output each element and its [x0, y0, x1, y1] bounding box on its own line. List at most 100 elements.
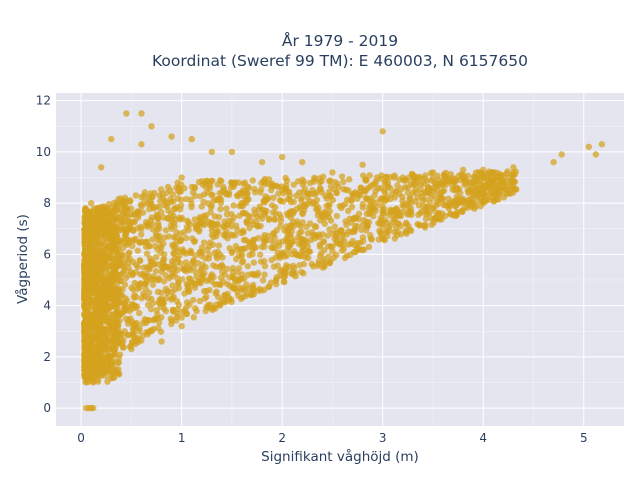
data-point [420, 180, 428, 187]
data-point [174, 195, 182, 202]
data-point [249, 177, 256, 184]
data-point [483, 171, 491, 178]
data-point [211, 249, 218, 256]
data-point [364, 196, 372, 203]
data-point [138, 294, 145, 302]
data-point [156, 203, 163, 211]
data-point [302, 254, 309, 261]
data-point [197, 252, 205, 259]
data-point [351, 227, 358, 234]
data-point [296, 229, 303, 237]
data-point [426, 199, 434, 207]
data-point [321, 263, 328, 270]
data-point [105, 269, 112, 277]
data-point [178, 322, 185, 330]
data-point [91, 340, 99, 347]
data-point [298, 194, 306, 202]
data-point [96, 316, 103, 324]
data-point [495, 174, 503, 182]
data-point [90, 404, 97, 412]
data-point [379, 223, 386, 230]
data-point [441, 212, 449, 220]
data-point [321, 215, 328, 222]
data-point [203, 293, 210, 300]
data-point [158, 338, 165, 345]
data-point [296, 203, 304, 210]
data-point [82, 260, 89, 267]
data-point [208, 220, 216, 227]
data-point [160, 256, 167, 263]
data-point [108, 135, 115, 143]
data-point [452, 203, 459, 210]
data-point [208, 304, 216, 312]
data-point [271, 204, 279, 211]
data-point [122, 295, 129, 302]
data-point [146, 266, 153, 273]
data-point [103, 309, 111, 317]
data-point [558, 151, 565, 158]
data-point [259, 277, 267, 284]
data-point [346, 176, 353, 183]
data-point [477, 203, 484, 210]
data-point [129, 339, 136, 346]
data-point [102, 355, 109, 363]
data-point [329, 243, 336, 250]
data-point [136, 325, 143, 332]
data-point [82, 242, 90, 249]
data-point [354, 195, 361, 202]
data-point [148, 193, 155, 200]
data-point [148, 295, 155, 303]
data-point [404, 184, 412, 191]
data-point [244, 195, 251, 202]
data-point [253, 213, 260, 220]
data-point [152, 253, 160, 261]
data-point [321, 247, 328, 254]
data-point [511, 178, 519, 186]
data-point [98, 164, 105, 171]
x-tick-labels: 0 1 2 3 4 5 [77, 431, 587, 445]
data-point [324, 232, 331, 239]
data-point [203, 287, 210, 295]
data-point [113, 309, 120, 316]
data-point [131, 321, 139, 328]
data-point [148, 214, 155, 221]
data-point [286, 240, 293, 247]
data-point [267, 236, 274, 244]
data-point [256, 285, 263, 293]
data-point [434, 172, 441, 180]
data-point [134, 247, 141, 254]
data-point [177, 236, 184, 243]
data-point [120, 197, 127, 204]
data-point [183, 310, 190, 317]
data-point [128, 345, 135, 353]
data-point [402, 220, 410, 228]
data-point [170, 244, 178, 251]
data-point [160, 278, 168, 285]
data-point [87, 248, 95, 255]
data-point [422, 206, 430, 213]
data-point [261, 262, 269, 270]
data-point [109, 331, 117, 338]
data-point [238, 251, 246, 258]
data-point [276, 242, 283, 249]
data-point [101, 252, 109, 260]
data-point [81, 334, 88, 341]
data-point [183, 195, 190, 203]
data-point [171, 205, 178, 212]
data-point [349, 192, 356, 200]
data-point [126, 197, 134, 204]
data-point [165, 275, 173, 282]
data-point [296, 261, 303, 269]
data-point [474, 185, 481, 193]
data-point [493, 192, 500, 199]
data-point [206, 239, 214, 246]
data-point [290, 181, 297, 188]
data-point [329, 196, 337, 204]
data-point [390, 216, 397, 223]
data-point [333, 189, 340, 196]
data-point [202, 184, 210, 191]
data-point [271, 216, 279, 223]
data-point [187, 249, 195, 256]
data-point [388, 207, 395, 214]
data-point [302, 202, 309, 210]
